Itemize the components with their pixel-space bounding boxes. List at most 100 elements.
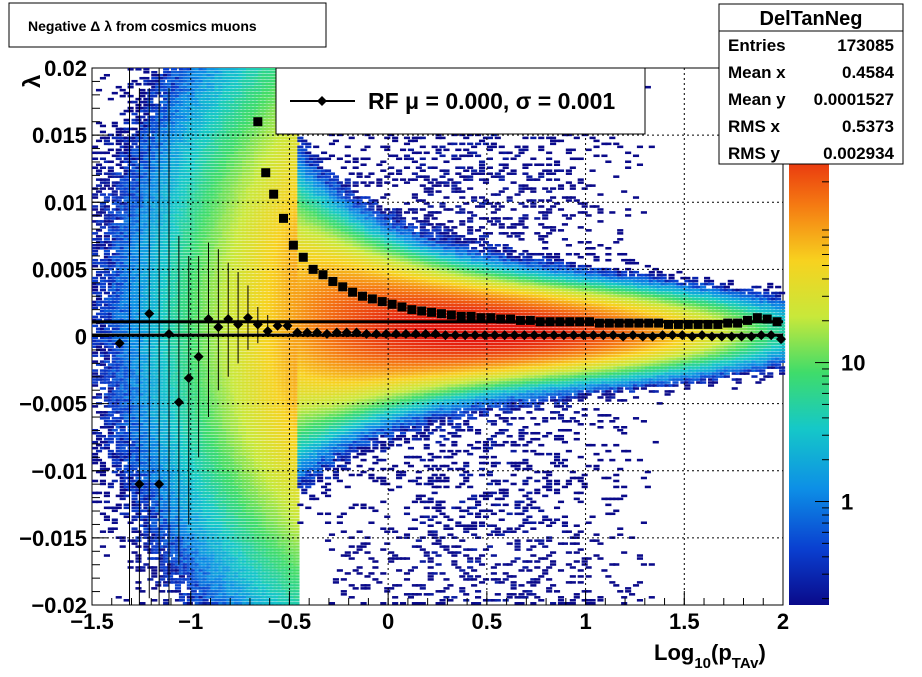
heatmap-cell xyxy=(111,420,118,423)
heatmap-cell xyxy=(127,267,134,271)
heatmap-cell xyxy=(139,181,146,184)
heatmap-cell xyxy=(115,252,122,256)
heatmap-cell xyxy=(151,82,158,86)
heatmap-cell xyxy=(107,348,114,351)
heatmap-cell xyxy=(182,106,189,110)
heatmap-cell xyxy=(151,300,158,304)
heatmap-cell xyxy=(151,247,158,250)
heatmap-cell xyxy=(139,342,146,346)
heatmap-cell xyxy=(123,488,130,492)
heatmap-cell xyxy=(143,464,150,468)
heatmap-cell xyxy=(147,282,154,286)
heatmap-cell xyxy=(167,76,174,80)
heatmap-cell xyxy=(131,226,138,229)
heatmap-cell xyxy=(182,139,189,143)
heatmap-cell xyxy=(159,300,166,304)
heatmap-cell xyxy=(139,178,146,181)
heatmap-cell xyxy=(135,226,142,229)
heatmap-cell xyxy=(147,536,154,539)
heatmap-cell xyxy=(178,443,185,447)
heatmap-cell xyxy=(194,449,201,453)
heatmap-cell xyxy=(182,199,189,202)
heatmap-cell xyxy=(167,452,174,456)
heatmap-cell xyxy=(182,184,189,187)
heatmap-cell xyxy=(170,279,178,283)
heatmap-cell xyxy=(139,396,146,399)
heatmap-cell xyxy=(178,199,185,202)
heatmap-cell xyxy=(143,303,150,307)
heatmap-cell xyxy=(190,82,197,86)
heatmap-cell xyxy=(167,264,174,268)
heatmap-cell xyxy=(167,590,174,593)
heatmap-cell xyxy=(139,381,146,384)
heatmap-cell xyxy=(178,244,185,247)
heatmap-cell xyxy=(174,369,182,372)
heatmap-cell xyxy=(174,327,182,331)
heatmap-cell xyxy=(111,306,118,310)
heatmap-cell xyxy=(167,399,174,402)
heatmap-cell xyxy=(123,142,130,146)
heatmap-cell xyxy=(99,306,107,310)
heatmap-cell xyxy=(155,163,162,167)
heatmap-cell xyxy=(143,423,150,426)
heatmap-cell xyxy=(170,455,178,459)
heatmap-cell xyxy=(107,318,114,322)
heatmap-cell xyxy=(119,437,126,441)
heatmap-cell xyxy=(123,247,130,250)
heatmap-cell xyxy=(167,533,174,536)
heatmap-cell xyxy=(119,276,126,280)
heatmap-cell xyxy=(92,440,99,444)
heatmap-cell xyxy=(182,193,189,196)
heatmap-cell xyxy=(167,339,174,343)
heatmap-cell xyxy=(167,545,174,548)
heatmap-cell xyxy=(103,291,110,295)
heatmap-cell xyxy=(95,190,103,193)
heatmap-cell xyxy=(119,282,126,286)
heatmap-cell xyxy=(163,73,170,77)
heatmap-cell xyxy=(95,139,103,143)
heatmap-cell xyxy=(182,503,189,507)
heatmap-cell xyxy=(147,378,154,381)
heatmap-cell xyxy=(159,369,166,372)
heatmap-cell xyxy=(139,121,146,125)
heatmap-cell xyxy=(159,172,166,175)
heatmap-cell xyxy=(95,270,103,274)
heatmap-cell xyxy=(178,408,185,411)
heatmap-cell xyxy=(155,187,162,190)
heatmap-cell xyxy=(123,512,130,516)
heatmap-cell xyxy=(178,497,185,501)
heatmap-cell xyxy=(123,187,130,190)
heatmap-cell xyxy=(182,390,189,393)
heatmap-cell xyxy=(190,476,197,480)
heatmap-cell xyxy=(174,241,182,244)
heatmap-cell xyxy=(170,247,178,250)
heatmap-cell xyxy=(151,151,158,155)
heatmap-cell xyxy=(123,336,130,340)
heatmap-cell xyxy=(194,369,201,372)
heatmap-cell xyxy=(135,426,142,429)
heatmap-cell xyxy=(131,178,138,181)
heatmap-cell xyxy=(127,378,134,381)
heatmap-cell xyxy=(127,303,134,307)
heatmap-cell xyxy=(182,130,189,134)
heatmap-cell xyxy=(182,306,189,310)
heatmap-cell xyxy=(178,91,185,95)
heatmap-cell xyxy=(170,258,178,262)
heatmap-cell xyxy=(147,163,154,167)
heatmap-cell xyxy=(174,521,182,525)
heatmap-cell xyxy=(194,315,201,319)
heatmap-cell xyxy=(119,154,126,158)
heatmap-cell xyxy=(155,443,162,447)
heatmap-cell xyxy=(143,154,150,158)
heatmap-cell xyxy=(103,518,110,522)
heatmap-cell xyxy=(155,241,162,244)
heatmap-cell xyxy=(182,518,189,522)
heatmap-cell xyxy=(99,473,107,477)
heatmap-cell xyxy=(103,273,110,277)
heatmap-cell xyxy=(119,247,126,250)
heatmap-cell xyxy=(159,229,166,232)
heatmap-cell xyxy=(174,127,182,131)
heatmap-cell xyxy=(115,273,122,277)
heatmap-cell xyxy=(147,100,154,104)
heatmap-cell xyxy=(123,458,130,462)
